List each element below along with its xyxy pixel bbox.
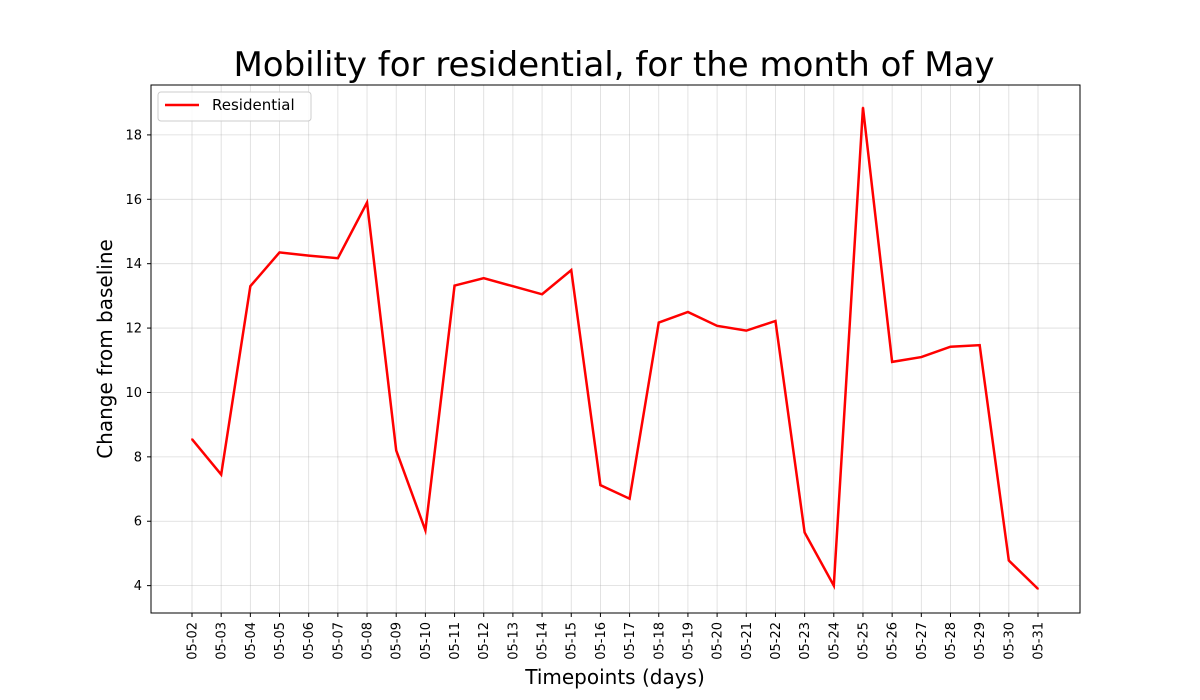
x-tick-label: 05-20 xyxy=(711,622,726,660)
x-tick-label: 05-28 xyxy=(944,622,959,660)
data-point xyxy=(920,356,923,358)
x-tick-label: 05-14 xyxy=(536,622,551,660)
data-point xyxy=(1037,587,1039,590)
x-tick-label: 05-16 xyxy=(594,622,609,660)
x-tick-label: 05-21 xyxy=(740,622,755,660)
x-tick-label: 05-24 xyxy=(827,622,842,660)
data-point xyxy=(191,438,193,441)
x-tick-label: 05-11 xyxy=(448,622,463,660)
data-point xyxy=(832,584,835,587)
data-point xyxy=(307,254,310,257)
data-point xyxy=(599,484,602,487)
data-point xyxy=(862,106,864,109)
data-point xyxy=(774,320,777,322)
x-tick-label: 05-31 xyxy=(1032,622,1047,660)
data-point xyxy=(745,329,748,332)
x-tick-label: 05-26 xyxy=(886,622,901,660)
x-tick-label: 05-15 xyxy=(565,622,580,660)
y-tick-label: 8 xyxy=(134,450,142,465)
data-point xyxy=(657,321,660,324)
data-point xyxy=(891,360,894,363)
data-point xyxy=(716,324,719,327)
x-tick-label: 05-07 xyxy=(331,622,346,660)
x-tick-label: 05-13 xyxy=(506,622,521,660)
x-tick-label: 05-05 xyxy=(273,622,288,660)
y-tick-label: 12 xyxy=(125,322,142,337)
x-tick-label: 05-09 xyxy=(390,622,405,660)
x-tick-label: 05-10 xyxy=(419,622,434,660)
x-tick-label: 05-08 xyxy=(361,622,376,660)
data-point xyxy=(687,311,689,313)
chart-title: Mobility for residential, for the month … xyxy=(233,45,994,85)
y-tick-label: 6 xyxy=(134,515,142,530)
x-tick-label: 05-02 xyxy=(186,622,201,660)
data-point xyxy=(949,345,952,348)
x-tick-label: 05-30 xyxy=(1002,622,1017,660)
data-point xyxy=(541,293,543,296)
x-tick-label: 05-06 xyxy=(302,622,317,660)
data-point xyxy=(570,269,573,272)
x-tick-label: 05-23 xyxy=(798,622,813,660)
data-point xyxy=(628,497,631,500)
data-point xyxy=(978,344,981,347)
data-point xyxy=(803,531,806,534)
y-tick-label: 14 xyxy=(125,257,142,272)
y-tick-label: 4 xyxy=(134,579,142,594)
x-tick-label: 05-19 xyxy=(681,622,696,660)
y-tick-label: 10 xyxy=(125,386,142,401)
plot-area-frame xyxy=(150,84,1081,614)
data-point xyxy=(453,284,456,287)
x-tick-label: 05-04 xyxy=(244,622,259,660)
y-tick-label: 16 xyxy=(125,193,142,208)
x-axis-title: Timepoints (days) xyxy=(524,665,705,689)
data-point xyxy=(424,529,427,532)
x-tick-label: 05-22 xyxy=(769,622,784,660)
data-point xyxy=(336,257,339,260)
x-tick-label: 05-12 xyxy=(477,622,492,660)
legend: Residential xyxy=(157,91,312,122)
x-axis-ticks: 05-02 05-03 05-04 05-05 05-06 05-07 05-08 05-09… xyxy=(186,613,1047,660)
data-point xyxy=(366,201,368,204)
data-point xyxy=(249,285,252,288)
x-tick-label: 05-29 xyxy=(973,622,988,660)
series-layer xyxy=(191,106,1039,591)
x-tick-label: 05-27 xyxy=(915,622,930,660)
series-line-residential xyxy=(191,107,1039,591)
x-tick-label: 05-03 xyxy=(215,622,230,660)
y-axis-ticks: 4 6 8 10 12 14 16 18 xyxy=(125,128,151,594)
legend-box xyxy=(157,91,312,122)
y-axis-title: Change from baseline xyxy=(93,239,117,459)
data-point xyxy=(511,285,514,288)
x-tick-label: 05-25 xyxy=(856,622,871,660)
x-tick-label: 05-17 xyxy=(623,622,638,660)
y-tick-label: 18 xyxy=(125,128,142,143)
data-point xyxy=(1007,559,1010,562)
legend-label-residential: Residential xyxy=(212,96,295,114)
x-tick-label: 05-18 xyxy=(652,622,667,660)
data-point xyxy=(278,251,281,254)
data-point xyxy=(482,277,485,280)
data-point xyxy=(220,473,223,476)
data-point xyxy=(395,449,398,452)
grid-lines xyxy=(151,85,1080,613)
